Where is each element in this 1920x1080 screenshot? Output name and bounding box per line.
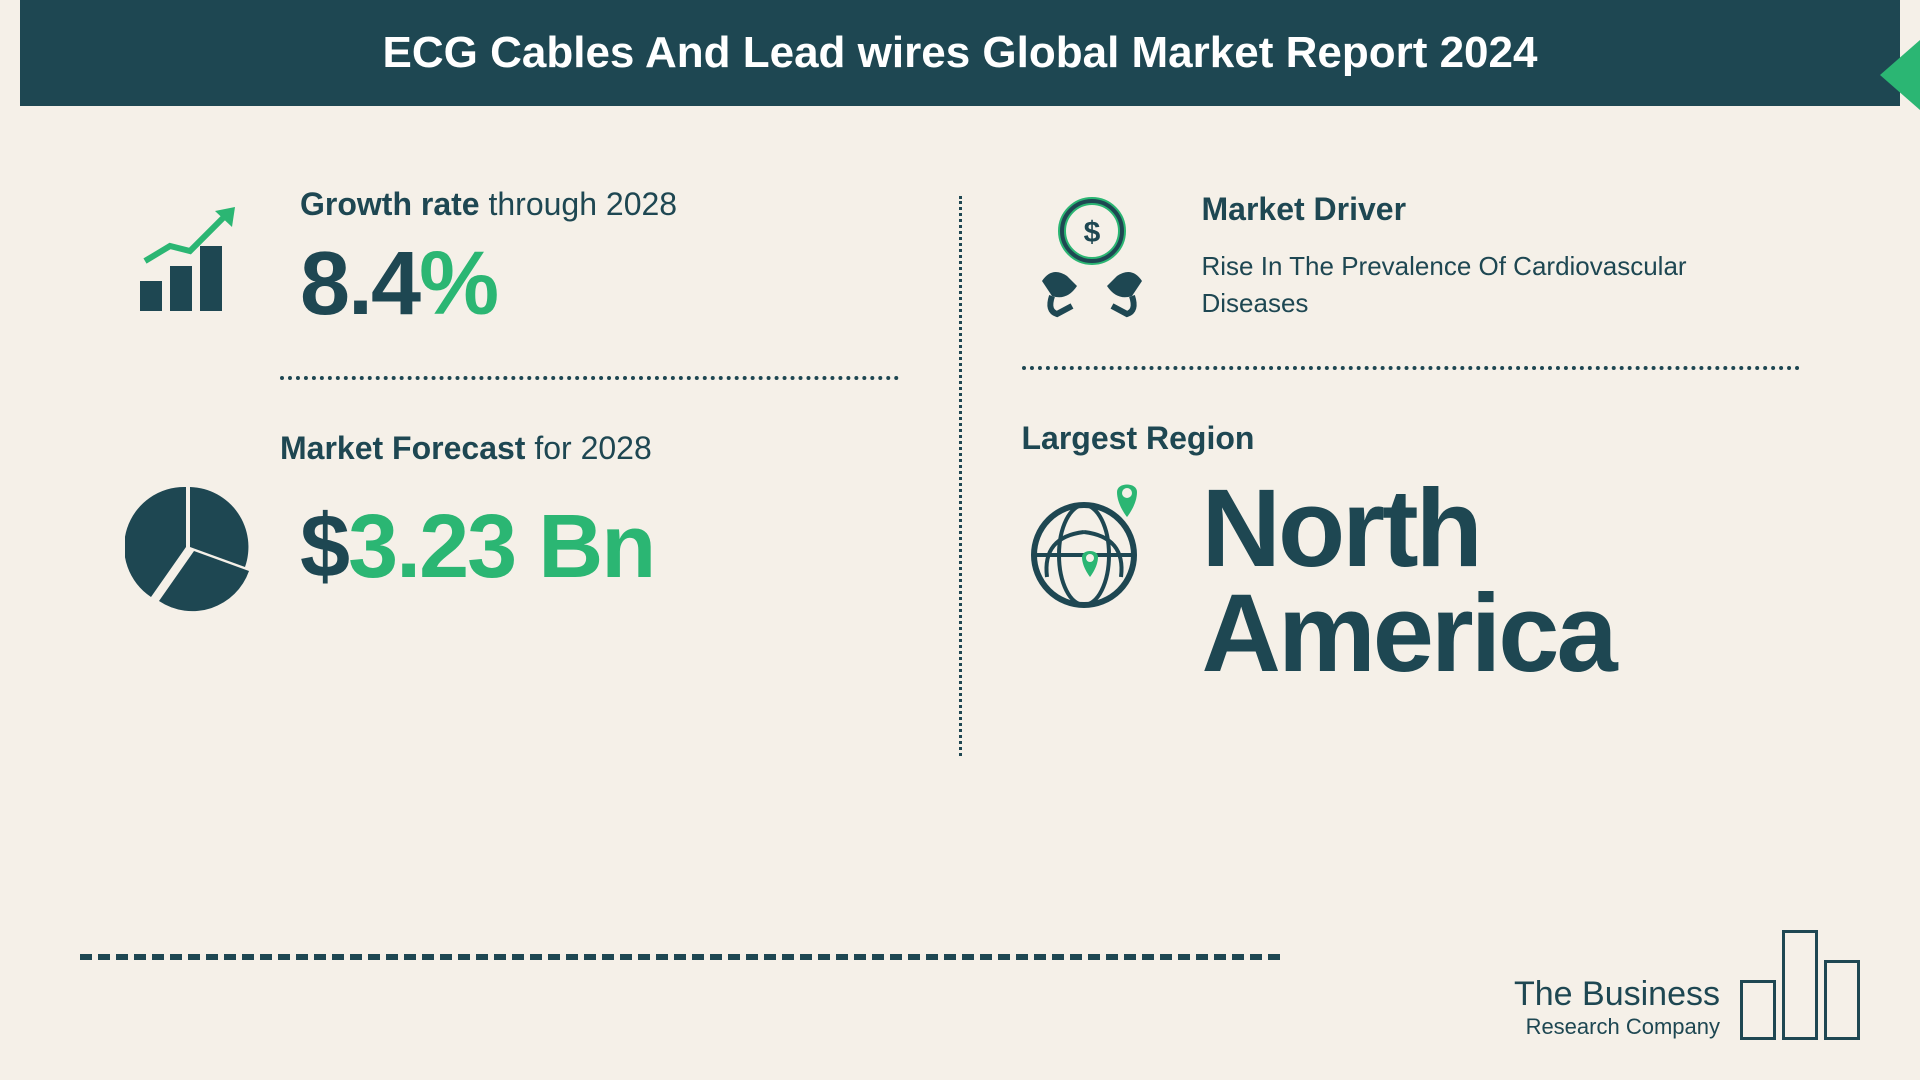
- left-divider: [280, 376, 899, 380]
- forecast-value: $3.23 Bn: [300, 496, 654, 599]
- header-title: ECG Cables And Lead wires Global Market …: [383, 28, 1538, 77]
- svg-text:$: $: [1083, 216, 1100, 249]
- logo-bars-icon: [1740, 930, 1860, 1040]
- bottom-dashed-line: [80, 954, 1280, 960]
- company-logo: The Business Research Company: [1514, 930, 1860, 1040]
- region-value: North America: [1202, 477, 1615, 686]
- content-grid: Growth rate through 2028 8.4% Market For…: [0, 106, 1920, 826]
- hands-coin-icon: $: [1022, 186, 1162, 326]
- forecast-section: Market Forecast for 2028 $3.23 Bn: [120, 430, 899, 617]
- region-label: Largest Region: [1022, 420, 1801, 457]
- pie-chart-icon: [120, 477, 260, 617]
- region-section: Largest Region No: [1022, 420, 1801, 686]
- left-column: Growth rate through 2028 8.4% Market For…: [80, 156, 939, 826]
- logo-line1: The Business: [1514, 975, 1720, 1014]
- vertical-divider: [959, 196, 962, 756]
- driver-text: Rise In The Prevalence Of Cardiovascular…: [1202, 248, 1801, 321]
- driver-label: Market Driver: [1202, 191, 1801, 228]
- growth-value: 8.4%: [300, 233, 899, 336]
- globe-pins-icon: [1022, 477, 1162, 617]
- growth-label: Growth rate through 2028: [300, 186, 899, 223]
- header-bar: ECG Cables And Lead wires Global Market …: [20, 0, 1900, 106]
- growth-section: Growth rate through 2028 8.4%: [120, 186, 899, 336]
- forecast-label: Market Forecast for 2028: [280, 430, 899, 467]
- growth-chart-icon: [120, 191, 260, 331]
- logo-line2: Research Company: [1514, 1014, 1720, 1040]
- right-divider: [1022, 366, 1801, 370]
- corner-accent: [1880, 40, 1920, 110]
- right-column: $ Market Driver Rise In The Prevalence O…: [982, 156, 1841, 826]
- driver-section: $ Market Driver Rise In The Prevalence O…: [1022, 186, 1801, 326]
